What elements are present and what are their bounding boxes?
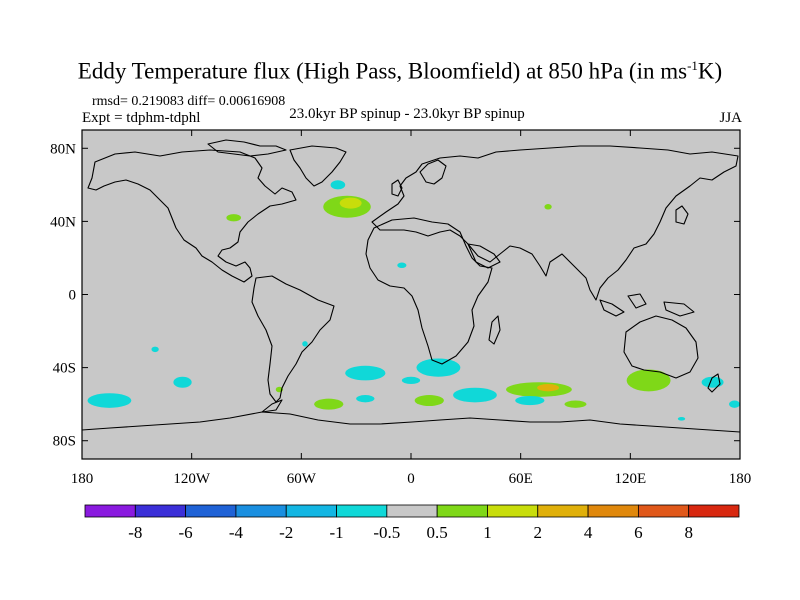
x-tick-label-1: 120W — [173, 471, 211, 487]
colorbar-label-3: -2 — [279, 523, 293, 542]
anomaly-patch-9 — [345, 365, 386, 381]
coast-greenland — [289, 145, 347, 187]
coast-antarctica — [81, 411, 741, 433]
colorbar-label-1: -6 — [179, 523, 193, 542]
colorbar-label-2: -4 — [229, 523, 244, 542]
y-tick-label-0: 80N — [50, 141, 76, 157]
colorbar-swatch-6 — [386, 504, 438, 518]
comparison-label: 23.0kyr BP spinup - 23.0kyr BP spinup — [289, 106, 525, 122]
anomaly-patch-16 — [453, 387, 497, 403]
colorbar-label-8: 2 — [534, 523, 543, 542]
x-tick-label-2: 60W — [287, 471, 317, 487]
anomaly-patch-22 — [701, 376, 724, 388]
colorbar-label-4: -1 — [329, 523, 343, 542]
colorbar-swatch-5 — [336, 504, 388, 518]
anomaly-patch-1 — [339, 197, 362, 209]
anomaly-patch-5 — [397, 262, 407, 268]
anomaly-patch-6 — [151, 346, 159, 353]
colorbar: -8 -6 -4 -2 -1 -0.5 0.5 1 2 4 6 8 — [84, 504, 740, 542]
colorbar-swatch-7 — [436, 504, 488, 518]
anomaly-patch-21 — [626, 369, 671, 392]
chart-title: Eddy Temperature flux (High Pass, Bloomf… — [77, 58, 723, 84]
stats-label: rmsd= 0.219083 diff= 0.00616908 — [92, 94, 286, 109]
anomaly-patch-8 — [416, 358, 461, 377]
anomaly-patch-3 — [226, 214, 242, 222]
anomaly-patch-18 — [537, 384, 560, 392]
experiment-label: Expt = tdphm-tdphl — [82, 110, 201, 126]
anomaly-patch-10 — [401, 376, 421, 385]
coast-north-america — [87, 149, 297, 283]
anomaly-patch-15 — [414, 395, 444, 406]
anomaly-patch-12 — [87, 393, 132, 408]
anomaly-patch-20 — [564, 400, 587, 408]
anomaly-patch-7 — [302, 341, 308, 347]
coast-new-zealand — [707, 373, 721, 393]
colorbar-label-11: 8 — [684, 523, 693, 542]
colorbar-label-5: -0.5 — [373, 523, 400, 542]
coast-british-isles — [391, 179, 403, 197]
coast-arabia — [467, 243, 501, 269]
coast-new-guinea — [663, 301, 695, 317]
anomaly-patch-13 — [314, 398, 344, 410]
coast-scandinavia — [419, 159, 447, 185]
y-tick-label-2: 0 — [69, 288, 77, 304]
colorbar-swatch-3 — [235, 504, 287, 518]
anomaly-patch-2 — [330, 180, 346, 190]
anomaly-patch-23 — [729, 400, 740, 408]
coast-antarctic-peninsula — [261, 399, 283, 413]
anomaly-layer — [87, 180, 740, 421]
colorbar-swatch-12 — [688, 504, 740, 518]
anomaly-patch-25 — [677, 416, 686, 421]
coast-eurasia — [371, 145, 739, 301]
anomaly-patch-4 — [544, 204, 552, 210]
coast-indonesia-2 — [627, 293, 647, 309]
colorbar-label-6: 0.5 — [427, 523, 448, 542]
coast-africa — [365, 217, 493, 365]
colorbar-label-7: 1 — [483, 523, 492, 542]
coast-australia — [623, 315, 699, 379]
colorbar-label-9: 4 — [584, 523, 593, 542]
x-tick-label-0: 180 — [71, 471, 94, 487]
coastlines — [81, 139, 741, 433]
coast-madagascar — [488, 315, 501, 345]
colorbar-swatch-0 — [84, 504, 136, 518]
x-tick-label-5: 120E — [614, 471, 646, 487]
coast-arctic-islands — [207, 139, 287, 157]
colorbar-swatch-11 — [637, 504, 690, 518]
tick-layer: 180 120W 60W 0 60E 120E 180 80N 40N 0 40S 80S — [50, 130, 751, 487]
colorbar-swatch-2 — [185, 504, 237, 518]
anomaly-patch-14 — [356, 395, 375, 403]
colorbar-label-10: 6 — [634, 523, 643, 542]
colorbar-swatch-10 — [587, 504, 639, 518]
colorbar-swatch-4 — [285, 504, 337, 518]
anomaly-patch-11 — [173, 376, 192, 388]
x-tick-label-6: 180 — [729, 471, 752, 487]
y-tick-label-1: 40N — [50, 214, 76, 230]
coast-south-america — [251, 275, 335, 403]
colorbar-label-0: -8 — [128, 523, 142, 542]
coast-japan — [675, 205, 689, 225]
colorbar-swatch-8 — [487, 504, 539, 518]
y-tick-label-4: 80S — [53, 434, 76, 450]
colorbar-swatch-1 — [134, 504, 187, 518]
season-label: JJA — [719, 110, 742, 126]
x-tick-label-3: 0 — [407, 471, 415, 487]
coast-indonesia-1 — [599, 299, 625, 317]
y-tick-label-3: 40S — [53, 361, 76, 377]
x-tick-label-4: 60E — [509, 471, 533, 487]
colorbar-swatch-9 — [537, 504, 589, 518]
anomaly-patch-19 — [515, 395, 545, 406]
